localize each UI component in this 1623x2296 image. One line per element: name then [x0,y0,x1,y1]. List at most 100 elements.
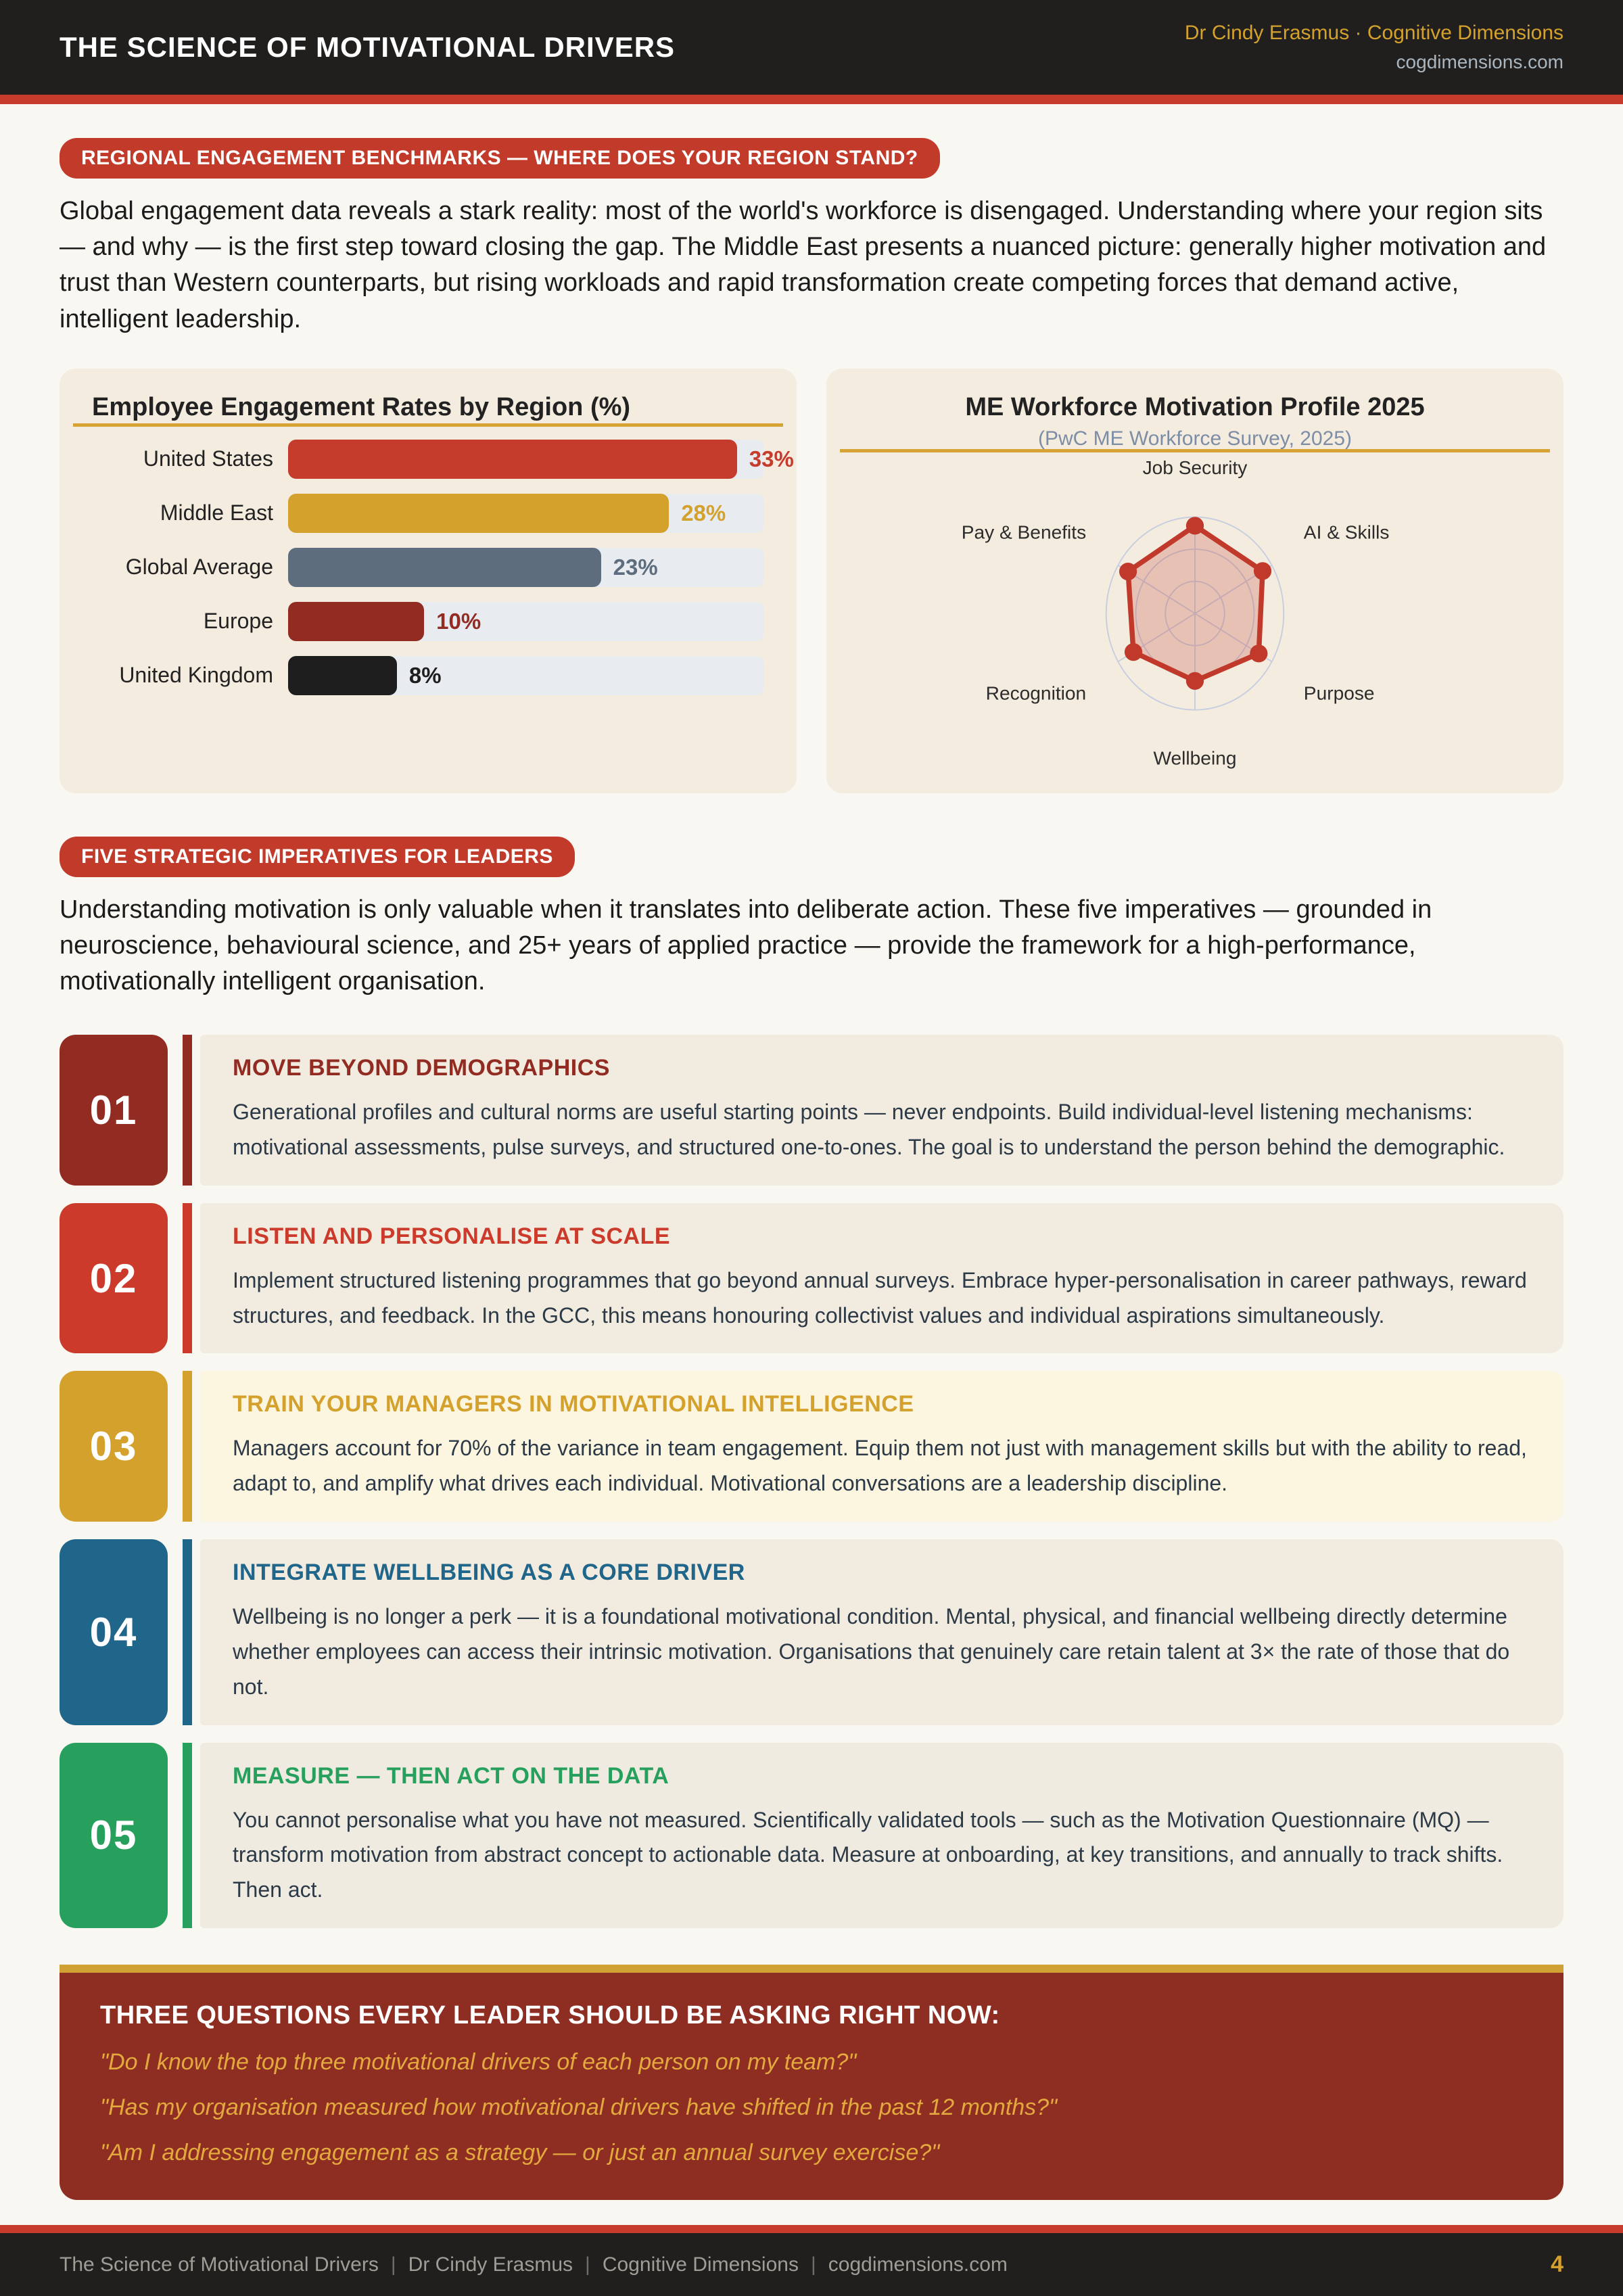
bar-track: 28% [288,493,764,533]
bar-chart-title: Employee Engagement Rates by Region (%) [92,392,631,421]
imperative-card: TRAIN YOUR MANAGERS IN MOTIVATIONAL INTE… [200,1371,1563,1522]
bar-row: Global Average 23% [92,547,764,587]
header-meta: Dr Cindy Erasmus · Cognitive Dimensions … [1185,22,1563,73]
bar-value-label: 33% [749,446,794,471]
questions-list: "Do I know the top three motivational dr… [100,2049,1523,2166]
leader-question: "Am I addressing engagement as a strateg… [100,2140,940,2166]
bar-chart-card: Employee Engagement Rates by Region (%) … [60,368,797,793]
bar-row: Europe 10% [92,601,764,641]
imperative-number: 05 [60,1742,168,1929]
svg-text:Job Security: Job Security [1143,457,1248,478]
leader-question: "Has my organisation measured how motiva… [100,2094,1058,2121]
page-content: REGIONAL ENGAGEMENT BENCHMARKS — WHERE D… [60,104,1563,2201]
radar-chart-title: ME Workforce Motivation Profile 2025 [965,392,1425,421]
footer-item: Dr Cindy Erasmus [408,2253,573,2276]
page-header: THE SCIENCE OF MOTIVATIONAL DRIVERS Dr C… [0,0,1623,95]
imperative-title: MOVE BEYOND DEMOGRAPHICS [233,1055,610,1081]
bar-row: United Kingdom 8% [92,655,764,695]
bar-category-label: Middle East [160,500,273,525]
imperative-accent-stripe [183,1539,192,1725]
page-footer: The Science of Motivational Drivers | Dr C… [0,2233,1623,2296]
bar-value-label: 8% [408,662,442,688]
bar-chart-rows: United States 33% Middle East 28% Global Ave… [92,439,794,695]
imperative-title: TRAIN YOUR MANAGERS IN MOTIVATIONAL INTE… [233,1391,914,1418]
svg-text:Recognition: Recognition [986,682,1087,703]
svg-text:AI & Skills: AI & Skills [1304,521,1390,542]
radar-chart: Job Security AI & Skills Purpose Wellbeing R… [859,452,1531,769]
svg-text:Pay & Benefits: Pay & Benefits [962,521,1086,542]
footer-item: cogdimensions.com [828,2253,1008,2276]
bar-category-label: Europe [203,609,273,634]
bar-value-label: 28% [681,500,726,525]
imperative-row: 03 TRAIN YOUR MANAGERS IN MOTIVATIONAL IN… [60,1371,1563,1522]
author-byline: Dr Cindy Erasmus · Cognitive Dimensions [1184,22,1563,44]
imperative-card: MEASURE — THEN ACT ON THE DATA You cannot… [200,1742,1563,1929]
bar-track: 8% [288,655,764,695]
imperatives-intro-paragraph: Understanding motivation is only valuabl… [60,895,1432,995]
footer-breadcrumb: The Science of Motivational Drivers | Dr C… [60,2253,1008,2276]
page-number: 4 [1551,2251,1563,2277]
imperative-accent-stripe [183,1035,192,1186]
gold-rule [840,448,1550,452]
bar-fill [288,601,425,641]
bar-fill [288,655,397,695]
footer-separator: | [585,2253,590,2276]
charts-row: Employee Engagement Rates by Region (%) … [60,368,1563,793]
footer-accent-stripe [0,2225,1623,2233]
header-accent-stripe [0,95,1623,104]
footer-separator: | [810,2253,816,2276]
imperative-title: LISTEN AND PERSONALISE AT SCALE [233,1223,671,1249]
bar-value-label: 10% [436,608,481,634]
imperative-accent-stripe [183,1742,192,1929]
imperative-accent-stripe [183,1202,192,1354]
bar-value-label: 23% [613,554,658,580]
imperative-number: 02 [60,1202,168,1354]
imperative-number: 04 [60,1539,168,1725]
bar-category-label: United States [143,446,273,471]
footer-separator: | [390,2253,396,2276]
imperative-number: 03 [60,1371,168,1522]
website-url: cogdimensions.com [1396,51,1563,72]
bar-row: Middle East 28% [92,493,764,533]
bar-fill [288,547,601,587]
imperative-row: 05 MEASURE — THEN ACT ON THE DATA You cann… [60,1742,1563,1929]
svg-text:Purpose: Purpose [1304,682,1375,703]
imperative-body: Implement structured listening programme… [233,1267,1527,1328]
bar-fill [288,493,669,533]
imperative-body: Generational profiles and cultural norms… [233,1100,1505,1159]
footer-item: The Science of Motivational Drivers [60,2253,379,2276]
bar-track: 10% [288,601,764,641]
section-badge-benchmarks: REGIONAL ENGAGEMENT BENCHMARKS — WHERE D… [60,138,940,179]
leader-question: "Do I know the top three motivational dr… [100,2049,857,2076]
imperative-title: MEASURE — THEN ACT ON THE DATA [233,1762,669,1789]
bar-category-label: Global Average [125,555,273,580]
imperative-row: 02 LISTEN AND PERSONALISE AT SCALE Impleme… [60,1202,1563,1354]
gold-rule [73,423,783,427]
questions-box: THREE QUESTIONS EVERY LEADER SHOULD BE A… [60,1965,1563,2201]
footer-item: Cognitive Dimensions [602,2253,799,2276]
page-title: THE SCIENCE OF MOTIVATIONAL DRIVERS [60,31,676,63]
radar-chart-subtitle: (PwC ME Workforce Survey, 2025) [1037,427,1352,450]
section-badge-imperatives: FIVE STRATEGIC IMPERATIVES FOR LEADERS [60,836,575,877]
imperative-card: INTEGRATE WELLBEING AS A CORE DRIVER Well… [200,1539,1563,1725]
imperatives-list: 01 MOVE BEYOND DEMOGRAPHICS Generational p… [60,1035,1563,1929]
imperative-card: MOVE BEYOND DEMOGRAPHICS Generational pro… [200,1035,1563,1186]
imperative-number: 01 [60,1035,168,1186]
svg-text:Wellbeing: Wellbeing [1154,747,1237,768]
imperative-body: Wellbeing is no longer a perk — it is a … [233,1604,1510,1699]
bar-track: 23% [288,547,764,587]
bar-row: United States 33% [92,439,794,479]
imperative-body: You cannot personalise what you have not… [233,1807,1503,1902]
imperative-title: INTEGRATE WELLBEING AS A CORE DRIVER [233,1560,745,1586]
imperative-body: Managers account for 70% of the variance… [233,1436,1527,1496]
radar-chart-card: ME Workforce Motivation Profile 2025 (Pw… [826,368,1563,793]
bar-track: 33% [288,439,794,479]
imperative-row: 04 INTEGRATE WELLBEING AS A CORE DRIVER We… [60,1539,1563,1725]
imperative-row: 01 MOVE BEYOND DEMOGRAPHICS Generational p… [60,1035,1563,1186]
bar-fill [288,439,737,479]
questions-heading: THREE QUESTIONS EVERY LEADER SHOULD BE A… [100,2001,1000,2030]
bar-category-label: United Kingdom [119,663,273,688]
benchmarks-intro-paragraph: Global engagement data reveals a stark r… [60,197,1547,333]
imperative-accent-stripe [183,1371,192,1522]
